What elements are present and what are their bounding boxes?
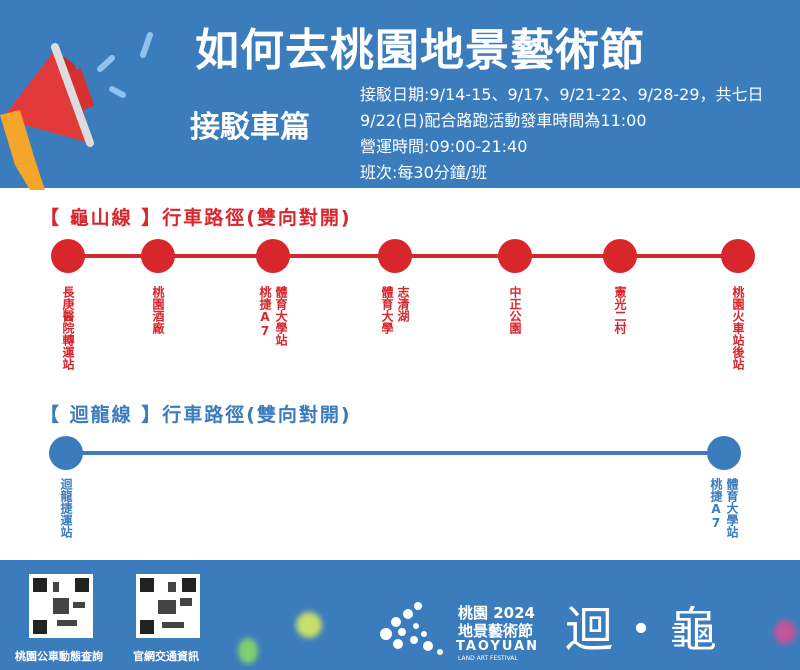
station-dot [707, 436, 741, 470]
station-dot [51, 239, 85, 273]
race-day-note: 9/22(日)配合路跑活動發車時間為11:00 [360, 111, 647, 130]
huilong-line-title: 【 迴龍線 】行車路徑(雙向對開) [40, 404, 352, 426]
page-subtitle: 接駁車篇 [190, 110, 310, 145]
station-label: 桃園火車站後站 [731, 286, 745, 370]
logo-text-festival: LAND ART FESTIVAL [458, 655, 518, 662]
station-label: 中正公園 [508, 286, 522, 334]
qr-code-website[interactable] [136, 574, 200, 638]
station-dot [721, 239, 755, 273]
footer: 桃園公車動態查詢 官網交通資訊 桃園 2024 地景藝術節 TAOYUAN LA… [0, 560, 800, 670]
huilong-gui-logo: 迴・龜 [565, 602, 722, 658]
frequency: 班次:每30分鐘/班 [360, 163, 488, 182]
station-label: 志清湖 體育大學 [380, 286, 410, 334]
page-title: 如何去桃園地景藝術節 [195, 25, 645, 76]
huilong-route-line [66, 451, 726, 455]
station-dot [603, 239, 637, 273]
station-dot [141, 239, 175, 273]
logo-text-name: 地景藝術節 [458, 622, 534, 640]
megaphone-icon [0, 32, 153, 190]
decor-glow [238, 638, 258, 664]
guishan-line-title: 【 龜山線 】行車路徑(雙向對開) [40, 207, 352, 229]
station-dot [49, 436, 83, 470]
header-banner: 如何去桃園地景藝術節 接駁車篇 接駁日期:9/14-15、9/17、9/21-2… [0, 0, 800, 190]
station-label: 長庚醫院轉運站 [61, 286, 75, 370]
station-label: 迴龍捷運站 [59, 478, 73, 538]
station-label: 桃園酒廠 [151, 286, 165, 334]
festival-logo-icon [380, 602, 443, 655]
station-dot [498, 239, 532, 273]
qr-code-icon [140, 578, 196, 634]
qr-caption-bus: 桃園公車動態查詢 [15, 650, 103, 663]
station-label: 體育大學站 桃捷A7 [258, 286, 288, 346]
station-dot [256, 239, 290, 273]
logo-text-taoyuan: TAOYUAN [456, 639, 540, 654]
decor-glow [296, 612, 322, 638]
qr-caption-website: 官網交通資訊 [133, 650, 199, 663]
logo-text-year: 桃園 2024 [458, 604, 535, 622]
qr-code-bus[interactable] [29, 574, 93, 638]
shuttle-info: 接駁日期:9/14-15、9/17、9/21-22、9/28-29，共七日 9/… [360, 82, 764, 186]
decor-glow [774, 620, 796, 644]
operating-hours: 營運時間:09:00-21:40 [360, 137, 528, 156]
shuttle-dates: 接駁日期:9/14-15、9/17、9/21-22、9/28-29，共七日 [360, 85, 764, 104]
station-label: 體育大學站 桃捷A7 [709, 478, 739, 538]
qr-code-icon [33, 578, 89, 634]
station-label: 憲光二村 [613, 286, 627, 334]
station-dot [378, 239, 412, 273]
